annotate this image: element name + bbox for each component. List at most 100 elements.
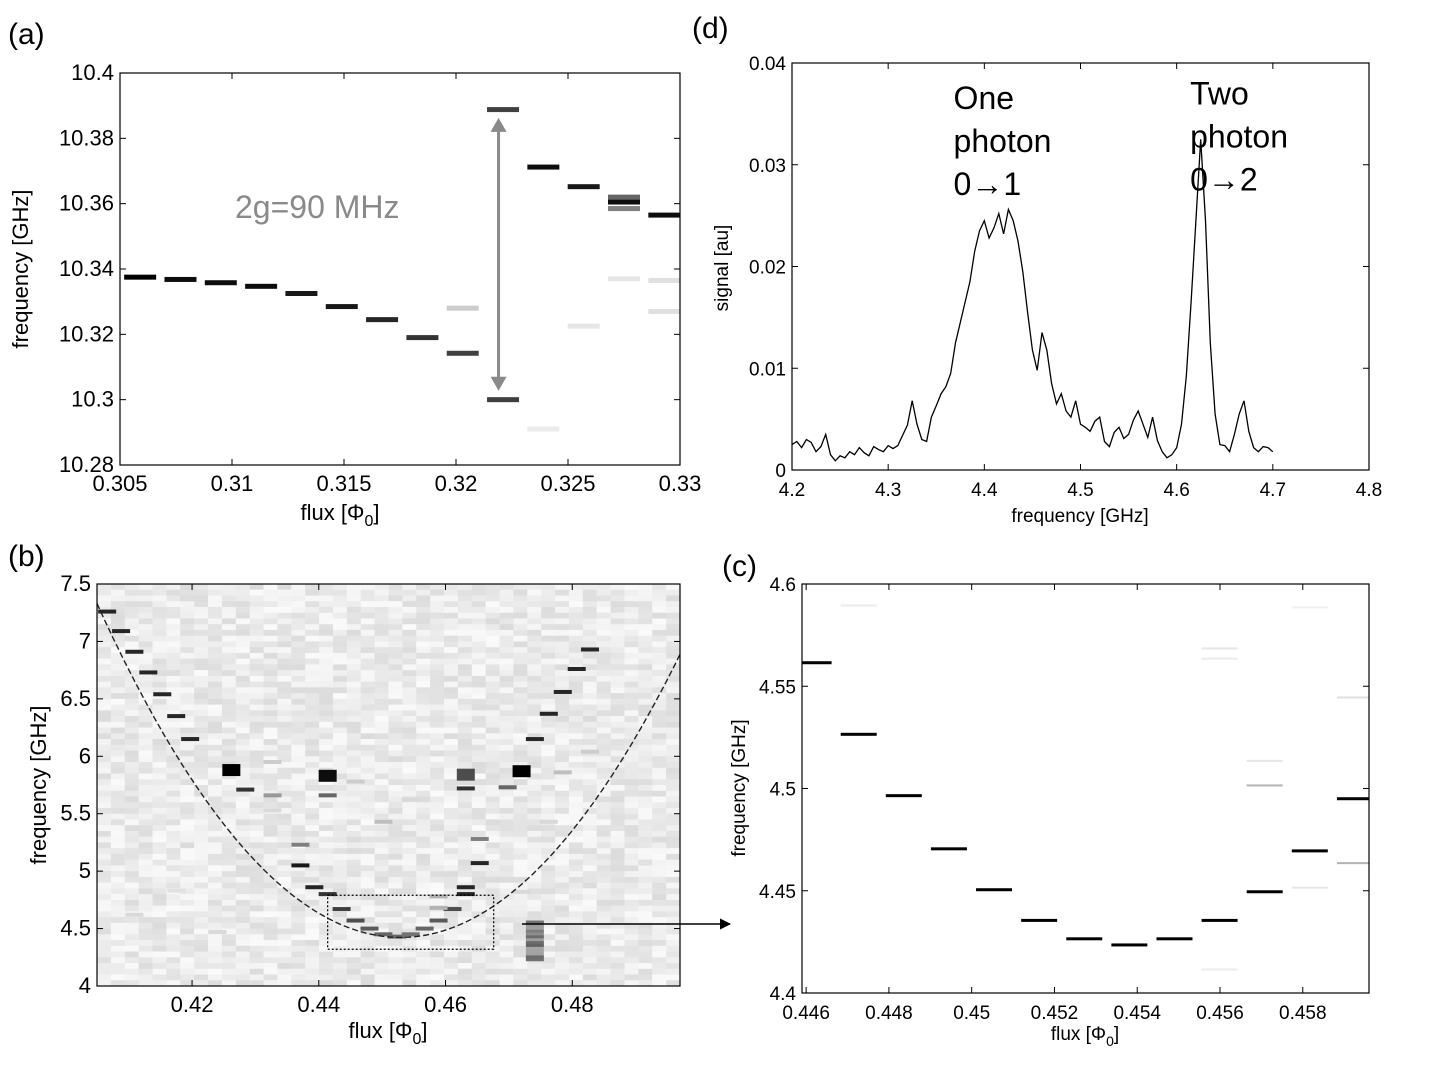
panel-b-noise-cell: [610, 704, 625, 711]
panel-b-noise-cell: [513, 779, 528, 786]
panel-b-noise-cell: [666, 652, 681, 660]
panel-b-noise-cell: [249, 612, 265, 619]
panel-b-resonance-segment: [332, 907, 351, 912]
panel-b-noise-cell: [235, 853, 251, 861]
panel-b-noise-cell: [166, 658, 181, 665]
panel-b-noise-cell: [485, 612, 501, 619]
panel-b-noise-cell: [541, 785, 556, 792]
panel-b-noise-cell: [221, 733, 237, 740]
panel-b-noise-cell: [110, 601, 126, 608]
panel-b-noise-cell: [388, 813, 403, 820]
panel-b-noise-cell: [499, 899, 514, 907]
panel-b-noise-cell: [568, 871, 584, 878]
panel-b-noise-cell: [305, 721, 320, 729]
panel-b-noise-cell: [513, 612, 528, 619]
panel-b-noise-cell: [332, 957, 348, 964]
panel-b-noise-cell: [249, 813, 265, 820]
panel-d-ytick-label: 0: [775, 461, 786, 482]
panel-b-noise-cell: [319, 710, 334, 717]
panel-b-noise-cell: [221, 911, 237, 918]
panel-b-noise-cell: [332, 635, 348, 642]
panel-b-noise-cell: [249, 675, 265, 683]
panel-b-noise-cell: [180, 601, 195, 608]
panel-b-noise-cell: [596, 635, 612, 642]
panel-b-noise-cell: [138, 842, 154, 849]
panel-b-noise-cell: [666, 750, 681, 757]
panel-b-noise-cell: [97, 693, 112, 700]
panel-b-noise-cell: [235, 934, 251, 941]
panel-b-zoom-box: [327, 894, 495, 950]
panel-b-noise-cell: [527, 750, 542, 757]
panel-b-noise-cell: [346, 681, 362, 688]
panel-b-noise-cell: [610, 968, 625, 976]
panel-b-noise-cell: [471, 853, 487, 861]
panel-b-noise-cell: [471, 721, 487, 729]
panel-b-noise-cell: [666, 635, 681, 642]
panel-b-noise-cell: [624, 739, 639, 746]
panel-b-noise-cell: [249, 606, 265, 614]
panel-b-noise-cell: [457, 853, 473, 861]
panel-b-noise-cell: [388, 836, 403, 843]
panel-b-noise-cell: [666, 807, 681, 815]
panel-b-noise-cell: [332, 779, 348, 786]
panel-b-noise-cell: [624, 589, 639, 596]
panel-b-noise-cell: [638, 830, 653, 838]
panel-b-noise-cell: [166, 624, 181, 631]
panel-b-noise-cell: [319, 721, 334, 729]
panel-b-noise-cell: [568, 698, 584, 706]
panel-b-noise-cell: [457, 756, 473, 763]
panel-b-noise-cell: [319, 612, 334, 619]
panel-b-noise-cell: [291, 905, 306, 912]
panel-b-noise-cell: [97, 785, 112, 792]
panel-d-xtick-label: 4.2: [779, 480, 805, 501]
panel-b-noise-cell: [332, 813, 348, 820]
panel-b-noise-cell: [388, 859, 403, 866]
panel-b-noise-cell: [305, 658, 320, 665]
panel-b-noise-cell: [666, 842, 681, 849]
panel-b-noise-cell: [499, 807, 514, 815]
panel-b-noise-cell: [346, 865, 362, 872]
panel-b-noise-cell: [221, 951, 237, 958]
panel-b-noise-cell: [624, 865, 639, 872]
panel-b-noise-cell: [180, 894, 195, 901]
panel-b-noise-cell: [166, 876, 181, 884]
panel-b-noise-cell: [402, 601, 417, 608]
panel-b-noise-cell: [194, 894, 209, 901]
panel-b-noise-cell: [277, 698, 292, 706]
panel-b-noise-cell: [430, 618, 445, 625]
panel-b-noise-cell: [527, 606, 542, 614]
panel-b-noise-cell: [416, 842, 431, 849]
panel-b-noise-cell: [582, 756, 598, 763]
panel-b-noise-cell: [596, 853, 612, 861]
panel-b-noise-cell: [124, 825, 140, 832]
panel-b-noise-cell: [194, 922, 209, 930]
panel-b-noise-cell: [277, 744, 292, 752]
panel-b-noise-cell: [319, 968, 334, 976]
panel-b-noise-cell: [97, 853, 112, 861]
panel-b-noise-cell: [582, 928, 598, 935]
panel-b-noise-cell: [305, 629, 320, 637]
panel-b-noise-cell: [110, 796, 126, 803]
panel-b-noise-cell: [305, 842, 320, 849]
panel-b-noise-cell: [485, 756, 501, 763]
panel-b-noise-cell: [568, 963, 584, 970]
panel-b-noise-cell: [652, 710, 667, 717]
panel-b-noise-cell: [360, 641, 376, 648]
panel-b-noise-cell: [610, 790, 625, 797]
panel-a-ylabel: frequency [GHz]: [8, 190, 33, 349]
panel-b-noise-cell: [568, 807, 584, 815]
panel-b-noise-cell: [97, 911, 112, 918]
panel-b-noise-cell: [263, 842, 278, 849]
panel-b-noise-cell: [666, 606, 681, 614]
panel-b-noise-cell: [652, 629, 667, 637]
panel-b-noise-cell: [263, 624, 278, 631]
panel-b-noise-cell: [138, 601, 154, 608]
panel-b-noise-cell: [457, 871, 473, 878]
panel-b-noise-cell: [402, 894, 417, 901]
panel-b-noise-cell: [485, 629, 501, 637]
panel-b-noise-cell: [666, 779, 681, 786]
panel-b-noise-cell: [555, 859, 570, 866]
panel-b-noise-cell: [596, 905, 612, 912]
panel-b-noise-cell: [194, 807, 209, 815]
panel-b-noise-cell: [124, 957, 140, 964]
